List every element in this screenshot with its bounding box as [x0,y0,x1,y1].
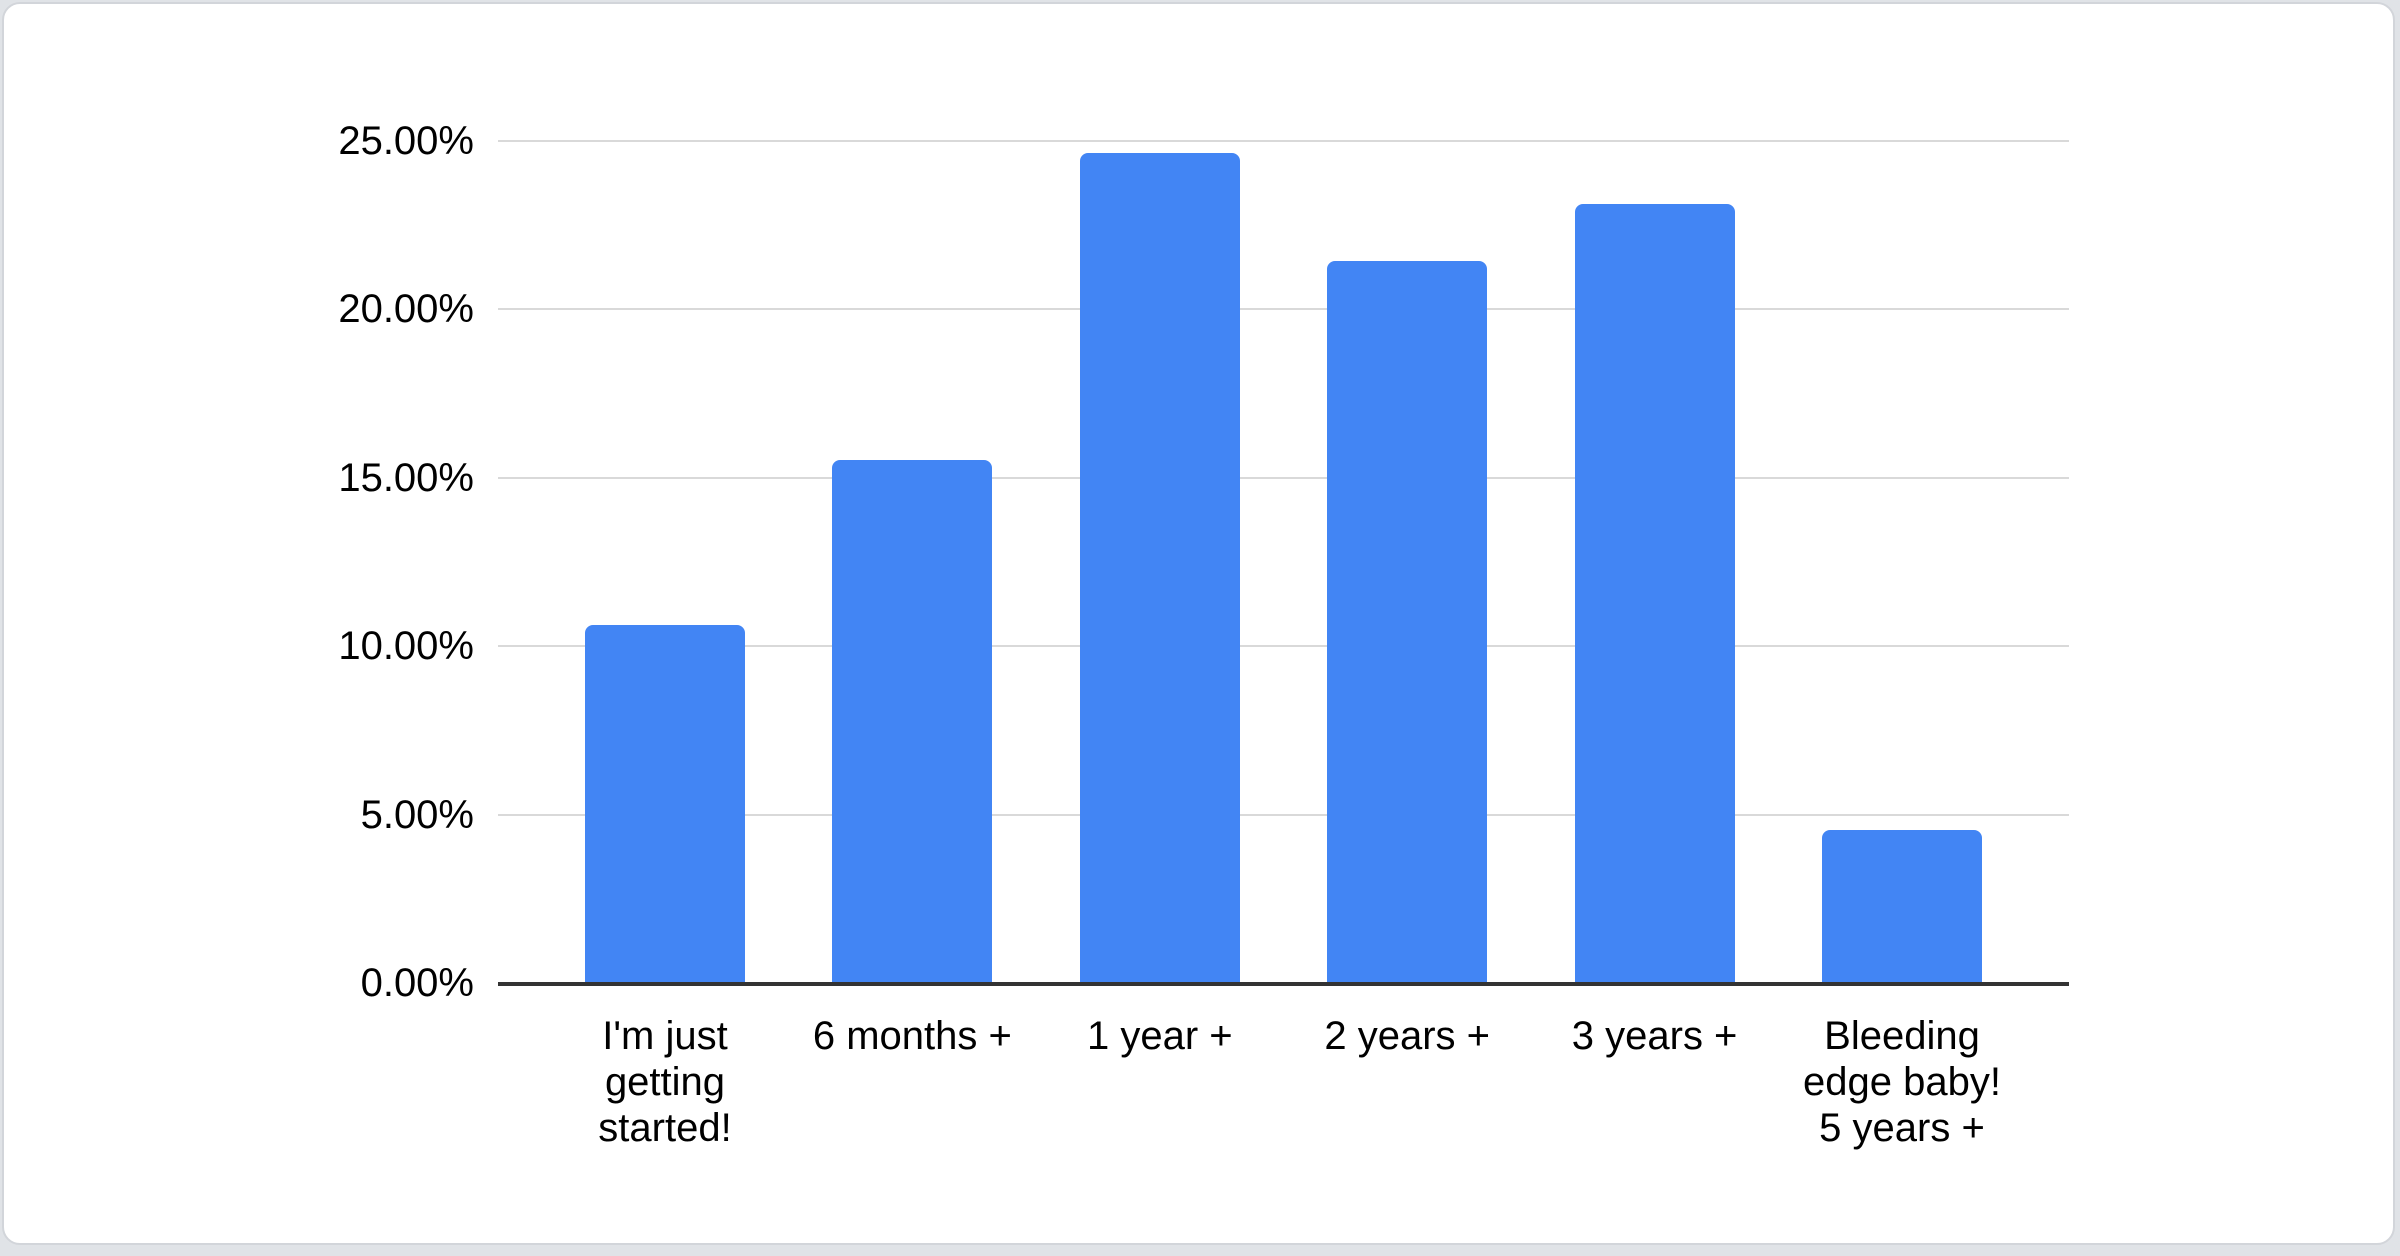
gridline [498,476,2069,479]
bar[interactable] [832,459,993,982]
y-axis-tick-label: 25.00% [338,119,474,163]
y-axis-tick-label: 10.00% [338,624,474,669]
x-axis-category-labels: I'm just getting started! 6 months + 1 yea… [498,1013,2069,1173]
x-axis-category-label: I'm just getting started! [598,1014,732,1150]
gridline [498,645,2069,648]
y-axis-tick-labels: 0.00% 5.00% 10.00% 15.00% 20.00% 25.00% [4,119,474,1005]
bar[interactable] [1079,153,1240,982]
gridline [498,308,2069,311]
x-axis-line [498,982,2069,986]
bar[interactable] [1822,830,1982,982]
x-axis-category-label: 6 months + [812,1014,1012,1058]
y-axis-tick-label: 20.00% [338,287,474,332]
plot-area [498,140,2069,986]
y-axis-tick-label: 5.00% [360,792,474,837]
x-axis-category-label: Bleeding edge baby! 5 years + [1803,1014,2001,1150]
x-axis-category-label: 2 years + [1324,1014,1491,1058]
bar[interactable] [1327,261,1488,982]
gridline [498,813,2069,816]
y-axis-tick-label: 15.00% [338,455,474,500]
bar[interactable] [585,625,745,982]
x-axis-category-label: 1 year + [1086,1014,1233,1058]
y-axis-tick-label: 0.00% [360,961,474,1005]
bar[interactable] [1574,204,1735,982]
x-axis-category-label: 3 years + [1571,1014,1738,1058]
gridline [498,140,2069,142]
